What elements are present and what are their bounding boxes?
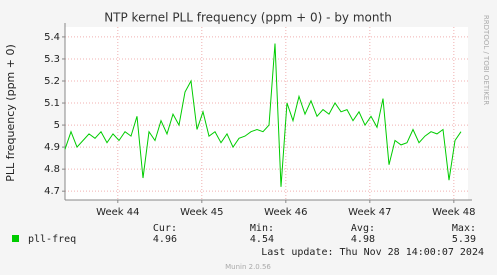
y-tick-label: 5.1 (44, 98, 60, 109)
stat-header: Cur: (153, 223, 177, 234)
y-tick-label: 4.9 (44, 142, 60, 153)
side-note: RRDTOOL / TOBI OETIKER (482, 15, 490, 105)
plot-area (65, 27, 468, 200)
y-tick-label: 5.4 (44, 32, 60, 43)
y-tick-label: 5.3 (44, 54, 60, 65)
x-tick-label: Week 48 (432, 207, 475, 218)
footer: Munin 2.0.56 (225, 263, 271, 271)
stat-header: Avg: (351, 223, 375, 234)
data-line (64, 43, 462, 187)
legend-label: pll-freq (28, 234, 76, 245)
x-tick-label: Week 46 (264, 207, 307, 218)
stat-header: Max: (452, 223, 476, 234)
x-tick-label: Week 44 (96, 207, 139, 218)
stat-header: Min: (250, 223, 274, 234)
y-axis-label: PLL frequency (ppm + 0) (4, 44, 17, 182)
y-tick-label: 5.2 (44, 76, 60, 87)
y-tick-label: 4.7 (44, 186, 60, 197)
last-update: Last update: Thu Nov 28 14:00:07 2024 (261, 247, 484, 258)
y-tick-label: 4.8 (44, 164, 60, 175)
stat-value: 5.39 (452, 234, 476, 245)
stat-value: 4.98 (351, 234, 375, 245)
x-tick-label: Week 47 (348, 207, 391, 218)
stat-value: 4.54 (250, 234, 274, 245)
y-tick-label: 5 (54, 120, 60, 131)
stat-value: 4.96 (153, 234, 177, 245)
legend-swatch (12, 235, 19, 242)
chart-title: NTP kernel PLL frequency (ppm + 0) - by … (104, 11, 392, 25)
x-tick-label: Week 45 (180, 207, 223, 218)
